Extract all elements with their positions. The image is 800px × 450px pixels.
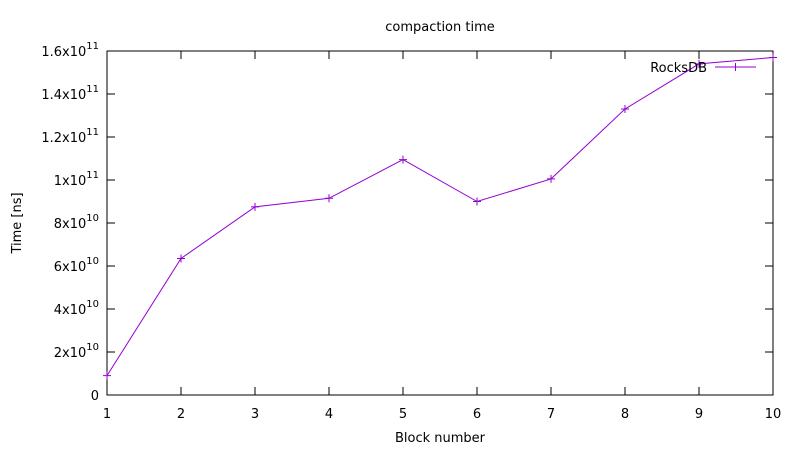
data-point-marker xyxy=(547,174,555,183)
data-point-marker xyxy=(695,59,703,68)
y-tick-label-base: 1.6x10 xyxy=(41,45,86,60)
y-tick-label: 4x1010 xyxy=(54,299,99,318)
y-tick-label-exponent: 11 xyxy=(86,170,99,181)
x-tick-label: 8 xyxy=(621,407,629,422)
series-line xyxy=(106,56,774,376)
y-tick-label-base: 1.2x10 xyxy=(41,131,86,146)
legend: RocksDB xyxy=(650,61,756,76)
tick-marks xyxy=(106,50,774,396)
y-tick-label: 1.2x1011 xyxy=(41,127,99,146)
y-tick-label-base: 1x10 xyxy=(54,174,87,189)
data-point-marker xyxy=(769,53,777,62)
y-tick-label-exponent: 10 xyxy=(86,213,99,224)
data-point-marker xyxy=(399,155,407,164)
data-point-marker xyxy=(251,202,259,211)
series-group xyxy=(103,53,777,380)
y-tick-label-exponent: 11 xyxy=(86,84,99,95)
data-point-marker xyxy=(103,371,111,380)
data-point-marker xyxy=(325,194,333,203)
y-tick-label-exponent: 10 xyxy=(86,299,99,310)
y-tick-label: 8x1010 xyxy=(54,213,99,232)
y-tick-label-exponent: 11 xyxy=(86,41,99,52)
y-tick-labels: 02x10104x10106x10108x10101x10111.2x10111… xyxy=(41,41,99,404)
y-tick-label-exponent: 10 xyxy=(86,342,99,353)
y-tick-label: 0 xyxy=(91,389,99,404)
chart-title: compaction time xyxy=(385,20,495,35)
y-tick-label-exponent: 11 xyxy=(86,127,99,138)
y-tick-label-base: 8x10 xyxy=(54,217,87,232)
x-tick-labels: 1 2 3 4 5 6 7 8 9 10 xyxy=(103,407,781,422)
x-tick-label: 10 xyxy=(765,407,782,422)
y-tick-label-base: 0 xyxy=(91,389,99,404)
y-tick-label-base: 2x10 xyxy=(54,346,87,361)
data-point-marker xyxy=(473,197,481,206)
y-tick-label-base: 4x10 xyxy=(54,303,87,318)
y-tick-label: 1x1011 xyxy=(54,170,99,189)
data-point-marker xyxy=(177,254,185,263)
plot-frame xyxy=(106,50,774,396)
x-tick-label: 4 xyxy=(325,407,333,422)
legend-label: RocksDB xyxy=(650,61,707,76)
x-tick-label: 9 xyxy=(695,407,703,422)
x-tick-label: 5 xyxy=(399,407,407,422)
y-tick-label-exponent: 10 xyxy=(86,256,99,267)
data-point-marker xyxy=(621,105,629,114)
y-axis-title: Time [ns] xyxy=(10,192,25,254)
legend-marker-sample xyxy=(731,63,740,71)
x-axis-title: Block number xyxy=(395,431,486,446)
y-tick-label: 2x1010 xyxy=(54,342,99,361)
y-tick-label: 1.6x1011 xyxy=(41,41,99,60)
x-tick-label: 1 xyxy=(103,407,111,422)
x-tick-label: 6 xyxy=(473,407,481,422)
y-tick-label: 6x1010 xyxy=(54,256,99,275)
y-tick-label-base: 1.4x10 xyxy=(41,88,86,103)
y-tick-label-base: 6x10 xyxy=(54,260,87,275)
x-tick-label: 3 xyxy=(251,407,259,422)
x-tick-label: 7 xyxy=(547,407,555,422)
x-tick-label: 2 xyxy=(177,407,185,422)
y-tick-label: 1.4x1011 xyxy=(41,84,99,103)
